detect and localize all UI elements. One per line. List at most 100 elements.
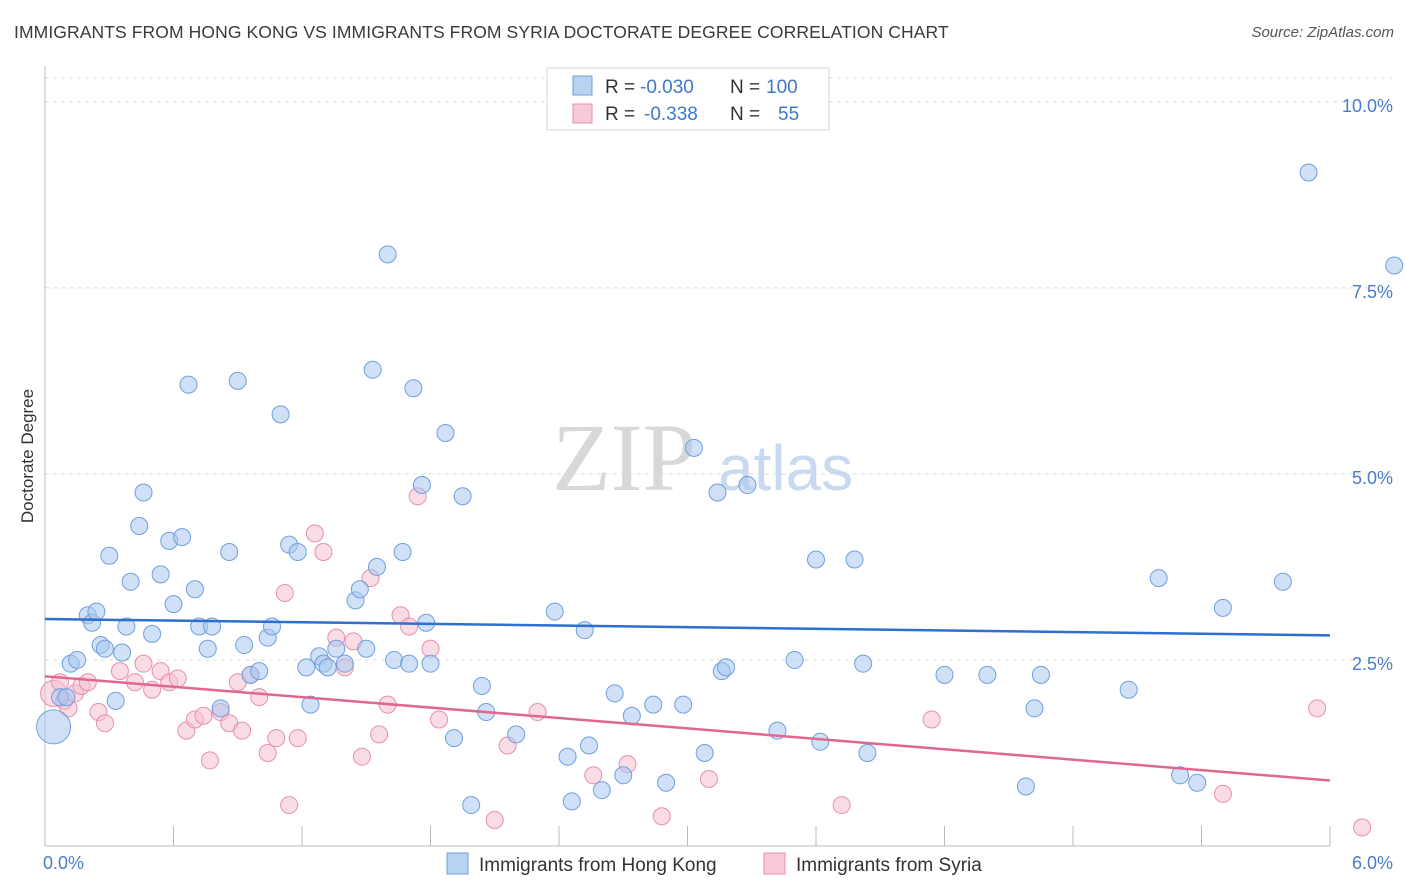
data-point [430, 710, 449, 729]
data-point [717, 658, 736, 677]
data-point [412, 476, 431, 495]
data-point [78, 673, 97, 692]
data-point [235, 636, 254, 655]
legend-r-label-sy: R = [605, 104, 635, 125]
trend-lines [44, 617, 1331, 782]
legend-n-value-hk: 100 [766, 77, 798, 98]
data-point [357, 639, 376, 658]
data-point [143, 624, 162, 643]
data-point [164, 595, 183, 614]
data-point [695, 743, 714, 762]
data-point [1188, 773, 1207, 792]
data-point [785, 650, 804, 669]
data-point [301, 695, 320, 714]
data-point [288, 543, 307, 562]
data-point [1353, 818, 1372, 837]
data-point [1273, 572, 1292, 591]
y-tick-label: 2.5% [1352, 654, 1393, 674]
data-point [592, 781, 611, 800]
data-point [558, 747, 577, 766]
data-point [652, 807, 671, 826]
data-point [314, 543, 333, 562]
data-point [275, 583, 294, 602]
data-point [845, 550, 864, 569]
data-point [352, 747, 371, 766]
data-point [614, 766, 633, 785]
data-point [811, 732, 830, 751]
data-point [562, 792, 581, 811]
data-point [978, 665, 997, 684]
data-point [87, 602, 106, 621]
source-label: Source: ZipAtlas.com [1251, 24, 1394, 41]
data-point [250, 688, 269, 707]
watermark-zip: ZIP [552, 404, 696, 511]
data-point [258, 743, 277, 762]
data-point [436, 423, 455, 442]
data-point [699, 770, 718, 789]
data-point [110, 662, 129, 681]
bottom-legend: Immigrants from Hong Kong Immigrants fro… [446, 852, 982, 876]
data-point [453, 487, 472, 506]
data-point [95, 639, 114, 658]
data-point [134, 483, 153, 502]
data-point [400, 654, 419, 673]
watermark: ZIP atlas [552, 404, 853, 511]
data-point [198, 639, 217, 658]
x-tick-label-max: 6.0% [1352, 853, 1393, 873]
legend-r-value-sy: -0.338 [644, 104, 698, 125]
data-point [200, 751, 219, 770]
data-point [228, 371, 247, 390]
legend-box [546, 67, 830, 131]
series-hong-kong-points [36, 163, 1404, 815]
data-point [113, 643, 132, 662]
data-point [68, 650, 87, 669]
data-point [575, 621, 594, 640]
watermark-atlas: atlas [718, 432, 853, 504]
data-point [194, 706, 213, 725]
data-point [445, 729, 464, 748]
data-point [584, 766, 603, 785]
chart-title: IMMIGRANTS FROM HONG KONG VS IMMIGRANTS … [14, 22, 949, 42]
legend-n-label-sy: N = [730, 104, 760, 125]
data-point [1149, 569, 1168, 588]
data-point [185, 580, 204, 599]
data-point [674, 695, 693, 714]
data-point [622, 706, 641, 725]
y-axis-label: Doctorate Degree [18, 389, 37, 523]
data-point [57, 688, 76, 707]
data-point [579, 736, 598, 755]
y-tick-label: 5.0% [1352, 468, 1393, 488]
data-point [363, 360, 382, 379]
data-point [1308, 699, 1327, 718]
data-point [106, 691, 125, 710]
data-point [168, 669, 187, 688]
legend-swatch-syria [572, 103, 593, 124]
data-point [1025, 699, 1044, 718]
data-point [250, 662, 269, 681]
legend-swatch-hong-kong [572, 75, 593, 96]
data-point [370, 725, 389, 744]
data-point [1016, 777, 1035, 796]
series-syria-points [40, 487, 1372, 837]
data-point [605, 684, 624, 703]
data-point [1171, 766, 1190, 785]
data-point [385, 650, 404, 669]
data-point [832, 796, 851, 815]
data-point [36, 709, 72, 745]
data-point [657, 773, 676, 792]
legend-n-value-sy: 55 [778, 104, 799, 125]
data-point [173, 528, 192, 547]
data-point [854, 654, 873, 673]
data-point [404, 379, 423, 398]
legend-r-label-hk: R = [605, 77, 635, 98]
data-point [1299, 163, 1318, 182]
data-point [393, 543, 412, 562]
data-point [472, 676, 491, 695]
bottom-legend-swatch-syria [763, 852, 786, 875]
data-point [305, 524, 324, 543]
data-point [684, 438, 703, 457]
data-point [462, 796, 481, 815]
y-tick-label: 10.0% [1342, 96, 1393, 116]
data-point [280, 796, 299, 815]
